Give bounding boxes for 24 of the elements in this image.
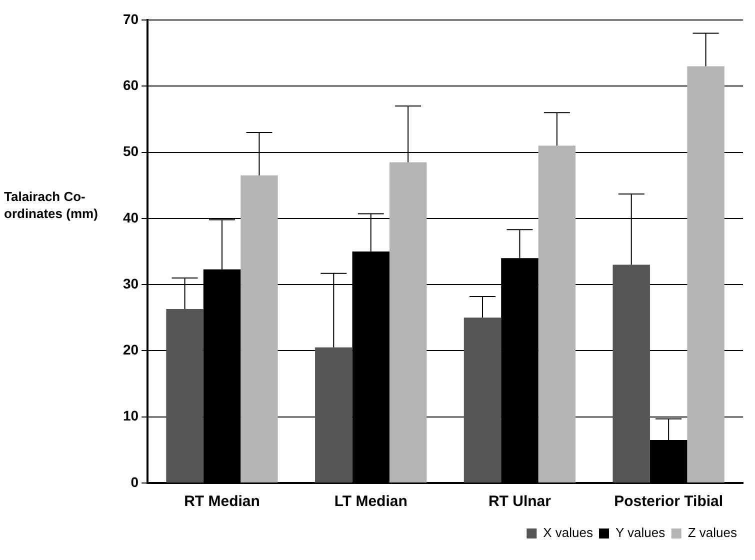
bar [612, 264, 650, 482]
legend-label: X values [543, 525, 594, 540]
y-tick-label: 20 [122, 342, 139, 358]
bar [538, 146, 576, 482]
bar [687, 66, 724, 482]
legend-label: Y values [616, 525, 666, 540]
bar [389, 162, 427, 482]
y-tick-label: 30 [122, 275, 139, 292]
y-axis-title: Talairach Co-ordinates (mm) [4, 188, 99, 222]
x-tick-label: Posterior Tibial [614, 493, 724, 510]
x-tick-label: RT Ulnar [488, 493, 552, 510]
bar [166, 309, 204, 482]
y-tick-label: 10 [122, 408, 139, 424]
bar [315, 347, 352, 482]
x-tick-label: LT Median [334, 493, 408, 510]
bar [240, 175, 278, 482]
y-tick-label: 60 [122, 77, 139, 93]
bar [464, 318, 502, 482]
legend-label: Z values [688, 525, 738, 540]
y-tick-label: 0 [130, 474, 139, 490]
y-tick-label: 70 [122, 10, 139, 27]
y-tick-label: 40 [122, 209, 139, 226]
x-tick-label: RT Median [184, 493, 260, 510]
y-tick-label: 50 [122, 143, 139, 160]
